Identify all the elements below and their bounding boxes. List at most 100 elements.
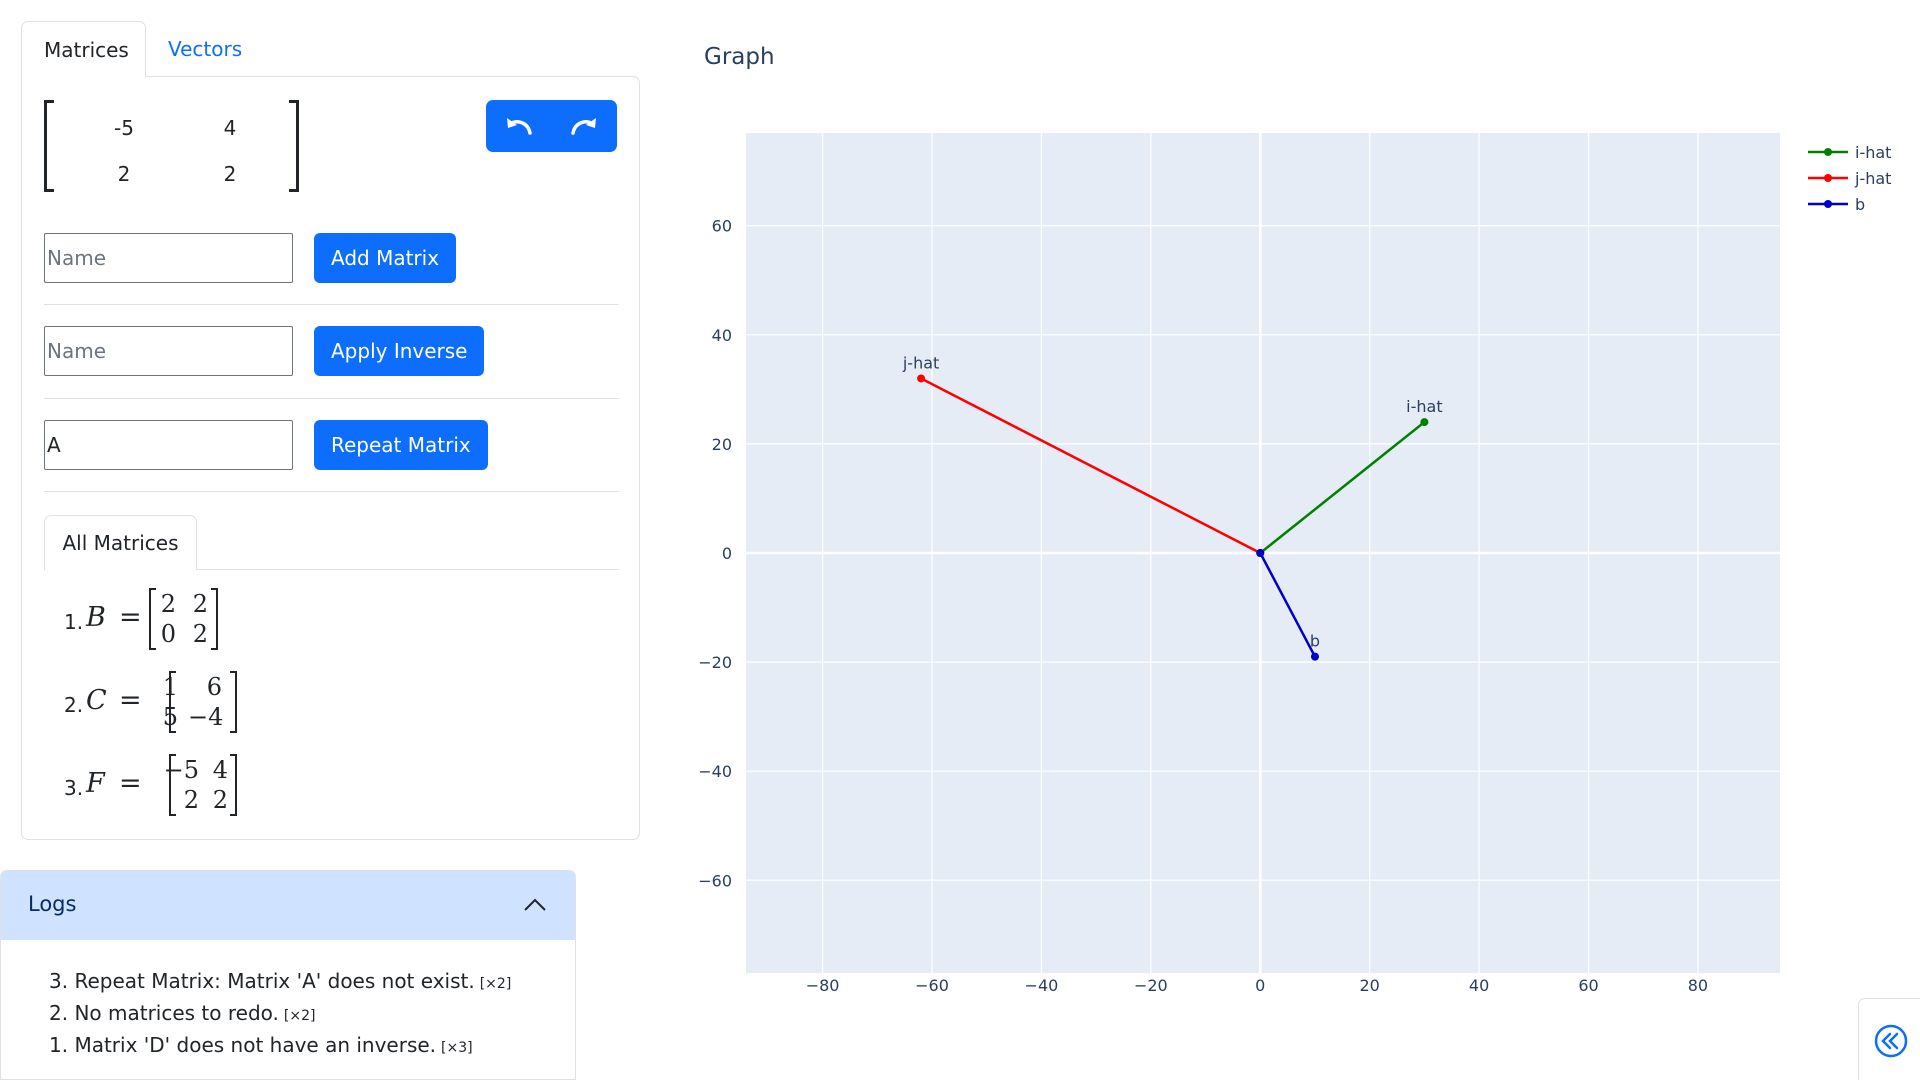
matrix-right-bracket — [211, 588, 218, 650]
double-chevron-left-icon — [1874, 1024, 1908, 1058]
list-item: 2. C = 1 6 5 −4 — [64, 671, 304, 737]
data-point — [1420, 418, 1429, 427]
undo-icon — [506, 118, 532, 135]
x-tick-label: 60 — [1578, 976, 1598, 995]
x-tick-label: 0 — [1255, 976, 1265, 995]
divider — [44, 398, 619, 399]
matrix-index: 1. — [64, 610, 84, 634]
matrix-value: 1 — [162, 673, 178, 701]
matrix-editor: -5 4 2 2 — [44, 100, 299, 194]
series-lines: i-hat j-hat b — [902, 353, 1443, 661]
matrix-left-bracket — [169, 671, 176, 733]
list-item: 3. F = −5 4 2 2 — [64, 754, 304, 820]
matrix-value: 6 — [206, 673, 222, 701]
matrix-cell-01[interactable]: 4 — [223, 116, 237, 140]
matrix-name: C — [86, 685, 107, 716]
series-line-b — [1259, 552, 1317, 658]
log-text: 1. Matrix 'D' does not have an inverse. — [49, 1033, 437, 1057]
matrix-value: 2 — [183, 786, 199, 814]
matrices-panel: -5 4 2 2 Add Matrix Apply Inverse Repeat… — [21, 76, 640, 840]
matrix-cell-11[interactable]: 2 — [223, 162, 237, 186]
y-tick-label: 40 — [712, 326, 732, 345]
x-tick-label: 80 — [1688, 976, 1708, 995]
add-matrix-name-input[interactable] — [44, 233, 293, 283]
matrix-value: 5 — [162, 703, 178, 731]
y-tick-label: 60 — [712, 217, 732, 236]
tab-matrices[interactable]: Matrices — [21, 21, 146, 78]
graph-title: Graph — [704, 44, 775, 70]
point-label: b — [1310, 632, 1320, 651]
matrix-value: −5 — [163, 756, 199, 784]
point-label: i-hat — [1406, 397, 1442, 416]
y-tick-label: 20 — [712, 435, 732, 454]
tab-all-matrices[interactable]: All Matrices — [44, 515, 197, 570]
log-text: 3. Repeat Matrix: Matrix 'A' does not ex… — [49, 969, 475, 993]
legend: i-hat j-hat b — [1808, 143, 1891, 214]
tick-labels: −80 −60 −40 −20 0 20 40 60 80 −60 −40 −20 0 20 40 60 — [698, 217, 1708, 995]
collapse-sidebar-button[interactable] — [1858, 998, 1920, 1080]
equals-sign: = — [119, 602, 142, 633]
matrix-cell-00[interactable]: -5 — [114, 116, 134, 140]
x-tick-label: 40 — [1469, 976, 1489, 995]
matrix-right-bracket — [230, 671, 237, 733]
repeat-matrix-row: Repeat Matrix — [44, 420, 619, 472]
tab-vectors[interactable]: Vectors — [168, 37, 243, 61]
matrix-value: 2 — [212, 786, 228, 814]
matrix-value: −4 — [188, 703, 224, 731]
matrix-cell-10[interactable]: 2 — [117, 162, 131, 186]
data-point — [1256, 549, 1265, 557]
x-tick-label: −60 — [915, 976, 949, 995]
matrix-value: 2 — [192, 620, 208, 648]
undo-button[interactable] — [486, 100, 552, 152]
log-count: [×2] — [283, 1008, 316, 1024]
apply-inverse-button[interactable]: Apply Inverse — [314, 326, 485, 376]
data-point — [1310, 652, 1319, 661]
logs-header[interactable]: Logs — [1, 871, 575, 940]
log-count: [×3] — [441, 1040, 473, 1056]
apply-inverse-name-input[interactable] — [44, 326, 293, 376]
add-matrix-button[interactable]: Add Matrix — [314, 233, 457, 283]
redo-icon — [571, 118, 597, 135]
log-count: [×2] — [479, 976, 512, 992]
x-tick-label: −80 — [806, 976, 840, 995]
divider — [44, 304, 619, 305]
matrix-name: F — [86, 768, 105, 799]
subtab-divider — [197, 569, 619, 570]
matrix-right-bracket — [289, 100, 299, 192]
matrix-left-bracket — [169, 754, 176, 816]
add-matrix-row: Add Matrix — [44, 233, 619, 285]
x-tick-label: 20 — [1360, 976, 1380, 995]
matrix-index: 2. — [64, 693, 84, 717]
matrix-value: 4 — [212, 756, 228, 784]
log-entry: 3. Repeat Matrix: Matrix 'A' does not ex… — [49, 969, 511, 993]
matrix-value: 0 — [160, 620, 176, 648]
matrix-value: 2 — [192, 590, 208, 618]
y-tick-label: −60 — [698, 871, 732, 890]
matrix-left-bracket — [44, 100, 54, 192]
repeat-matrix-name-input[interactable] — [44, 420, 293, 470]
series-line-j-hat — [920, 377, 1261, 555]
matrix-name: B — [86, 602, 106, 633]
matrix-right-bracket — [230, 754, 237, 816]
equals-sign: = — [119, 768, 142, 799]
legend-marker — [1824, 174, 1832, 182]
divider — [44, 491, 619, 492]
legend-marker — [1824, 148, 1832, 156]
repeat-matrix-button[interactable]: Repeat Matrix — [314, 420, 488, 470]
legend-entry-i-hat[interactable]: i-hat — [1855, 143, 1891, 162]
series-line-i-hat — [1259, 421, 1426, 554]
matrix-value: 2 — [160, 590, 176, 618]
legend-marker — [1824, 200, 1832, 208]
data-point — [917, 374, 926, 383]
y-tick-label: 0 — [722, 544, 732, 563]
legend-entry-j-hat[interactable]: j-hat — [1854, 169, 1891, 188]
equals-sign: = — [119, 685, 142, 716]
log-text: 2. No matrices to redo. — [49, 1001, 279, 1025]
y-tick-label: −20 — [698, 653, 732, 672]
redo-button[interactable] — [552, 100, 618, 152]
legend-entry-b[interactable]: b — [1855, 195, 1865, 214]
apply-inverse-row: Apply Inverse — [44, 326, 619, 378]
logs-panel: Logs 3. Repeat Matrix: Matrix 'A' does n… — [0, 870, 576, 1080]
chevron-up-icon — [524, 898, 546, 911]
